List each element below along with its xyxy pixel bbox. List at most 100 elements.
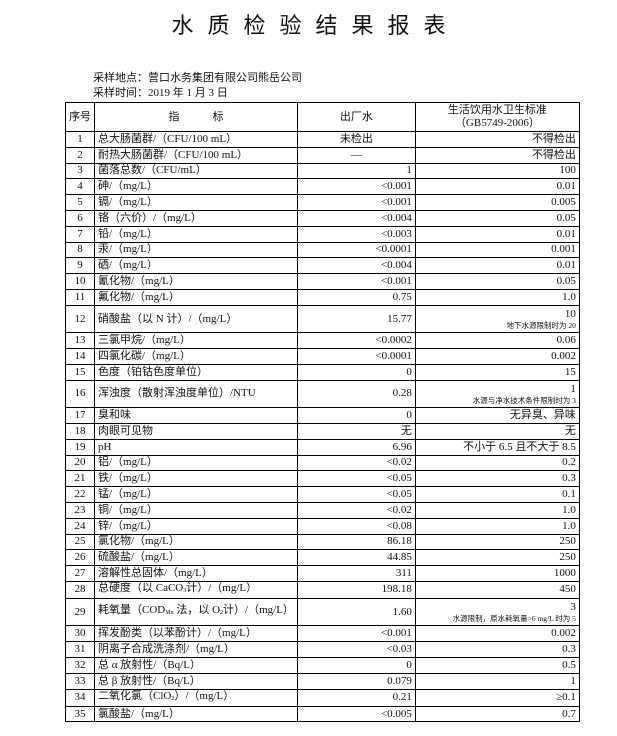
- table-row: 12 硝酸盐（以 N 计）/（mg/L） 15.77 10 地下水源限制时为 20: [65, 304, 580, 334]
- standard-limit: 不得检出: [531, 148, 576, 161]
- cell-indicator: 氰化物/（mg/L）: [94, 273, 298, 290]
- standard-limit: 不得检出: [531, 132, 576, 145]
- cell-outlet-value: <0.02: [296, 454, 416, 472]
- cell-indicator: 锌/（mg/L）: [94, 517, 298, 535]
- cell-seq: 25: [65, 533, 95, 551]
- indicator-text: 肉眼可见物: [98, 424, 153, 437]
- indicator-text: 浑浊度（散射浑浊度单位）/NTU: [98, 387, 256, 400]
- indicator-text: 氯化物/（mg/L）: [98, 535, 180, 548]
- standard-limit: 1: [570, 382, 576, 395]
- cell-indicator: 铁/（mg/L）: [94, 470, 298, 488]
- standard-limit: 0.5: [562, 658, 576, 671]
- cell-seq: 20: [65, 454, 95, 472]
- cell-seq: 26: [65, 549, 95, 567]
- cell-standard-value: 0.01: [414, 178, 580, 196]
- indicator-text: ）/（mg/L）: [174, 689, 235, 702]
- table-row: 13 三氯甲烷/（mg/L） <0.0002 0.06: [65, 332, 580, 350]
- cell-outlet-value: <0.03: [296, 641, 416, 659]
- table-row: 4 砷/（mg/L） <0.001 0.01: [65, 178, 580, 196]
- cell-indicator: 肉眼可见物: [94, 422, 298, 440]
- standard-limit: 1: [570, 674, 576, 687]
- indicator-text: 耐热大肠菌群/（CFU/100 mL）: [98, 148, 249, 161]
- cell-outlet-value: <0.005: [296, 705, 416, 723]
- standard-note: 水源限制，原水耗氧量>6 mg/L 时为 5: [452, 614, 576, 624]
- table-row: 33 总 β 放射性/（Bq/L） 0.079 1: [65, 672, 580, 690]
- standard-note: 水源与净水技术条件限制时为 3: [472, 395, 576, 405]
- header-indicator: 指 标: [94, 102, 298, 132]
- cell-seq: 34: [65, 688, 95, 707]
- cell-standard-value: 0.001: [414, 241, 580, 259]
- indicator-text: 二氧化氯（ClO: [98, 689, 172, 702]
- table-row: 25 氯化物/（mg/L） 86.18 250: [65, 533, 580, 551]
- cell-outlet-value: <0.0001: [296, 348, 416, 365]
- indicator-text: 菌落总数/（CFU/mL）: [98, 164, 207, 177]
- cell-standard-value: 15: [414, 363, 580, 381]
- cell-seq: 30: [65, 625, 95, 643]
- table-row: 26 硫酸盐/（mg/L） 44.85 250: [65, 549, 580, 567]
- cell-outlet-value: <0.004: [296, 257, 416, 275]
- standard-limit: 0.1: [562, 488, 576, 501]
- cell-standard-value: 不小于 6.5 且不大于 8.5: [414, 438, 580, 456]
- cell-indicator: 总大肠菌群/（CFU/100 mL）: [94, 131, 298, 148]
- standard-limit: 0.005: [551, 196, 576, 209]
- table-row: 35 氯酸盐/（mg/L） <0.005 0.7: [65, 705, 580, 723]
- cell-indicator: 镉/（mg/L）: [94, 194, 298, 211]
- cell-indicator: 砷/（mg/L）: [94, 178, 298, 196]
- indicator-text: 色度（铂钴色度单位）: [98, 365, 208, 378]
- indicator-text: 总 α 放射性/（Bq/L）: [98, 658, 201, 671]
- cell-indicator: 氯酸盐/（mg/L）: [94, 705, 298, 723]
- indicator-text: 砷/（mg/L）: [98, 180, 158, 193]
- cell-standard-value: 100: [414, 162, 580, 180]
- table-row: 9 硒/（mg/L） <0.004 0.01: [65, 257, 580, 275]
- cell-seq: 27: [65, 565, 95, 582]
- indicator-text: 汞/（mg/L）: [98, 243, 158, 256]
- table-row: 5 镉/（mg/L） <0.001 0.005: [65, 194, 580, 211]
- standard-limit: 无: [564, 424, 576, 437]
- cell-outlet-value: 0: [296, 407, 416, 424]
- table-row: 28 总硬度（以 CaCO3计）/（mg/L） 198.18 450: [65, 580, 580, 599]
- header-standard-name: 生活饮用水卫生标准: [447, 104, 547, 116]
- cell-seq: 19: [65, 438, 95, 456]
- cell-outlet-value: 0.079: [296, 672, 416, 690]
- cell-outlet-value: 0.28: [296, 379, 416, 409]
- cell-outlet-value: 未检出: [296, 131, 416, 148]
- indicator-text: pH: [98, 440, 112, 453]
- cell-indicator: 总 β 放射性/（Bq/L）: [94, 672, 298, 690]
- indicator-text: 硒/（mg/L）: [98, 259, 158, 272]
- indicator-subscript: 3: [183, 587, 187, 594]
- cell-seq: 7: [65, 225, 95, 243]
- standard-limit: 3: [570, 601, 576, 614]
- standard-limit: 0.01: [556, 259, 576, 272]
- table-row: 27 溶解性总固体/（mg/L） 311 1000: [65, 565, 580, 582]
- cell-outlet-value: <0.001: [296, 625, 416, 643]
- cell-outlet-value: <0.0001: [296, 241, 416, 259]
- cell-standard-value: 0.3: [414, 470, 580, 488]
- cell-seq: 11: [65, 288, 95, 306]
- cell-seq: 13: [65, 332, 95, 350]
- results-table: 序号 指 标 出厂水 生活饮用水卫生标准 （GB5749-2006） 1 总大肠菌…: [65, 102, 580, 723]
- table-row: 32 总 α 放射性/（Bq/L） 0 0.5: [65, 657, 580, 674]
- table-row: 20 铝/（mg/L） <0.02 0.2: [65, 454, 580, 472]
- cell-standard-value: 0.01: [414, 257, 580, 275]
- cell-seq: 3: [65, 162, 95, 180]
- standard-note: 地下水源限制时为 20: [506, 321, 576, 331]
- table-row: 34 二氧化氯（ClO2）/（mg/L） 0.21 ≥0.1: [65, 688, 580, 707]
- cell-seq: 22: [65, 486, 95, 503]
- cell-indicator: 耐热大肠菌群/（CFU/100 mL）: [94, 146, 298, 164]
- cell-outlet-value: <0.001: [296, 178, 416, 196]
- cell-standard-value: 0.06: [414, 332, 580, 350]
- indicator-text: 氯酸盐/（mg/L）: [98, 707, 180, 720]
- cell-outlet-value: <0.05: [296, 486, 416, 503]
- cell-standard-value: 0.2: [414, 454, 580, 472]
- standard-limit: 不小于 6.5 且不大于 8.5: [463, 440, 576, 453]
- cell-seq: 35: [65, 705, 95, 723]
- cell-standard-value: 0.7: [414, 705, 580, 723]
- indicator-text: 挥发酚类（以苯酚计）/（mg/L）: [98, 627, 257, 640]
- cell-seq: 24: [65, 517, 95, 535]
- cell-indicator: 氟化物/（mg/L）: [94, 288, 298, 306]
- standard-limit: 0.05: [556, 211, 576, 224]
- cell-outlet-value: <0.004: [296, 209, 416, 227]
- cell-standard-value: 1.0: [414, 501, 580, 519]
- cell-seq: 12: [65, 304, 95, 334]
- cell-outlet-value: <0.05: [296, 470, 416, 488]
